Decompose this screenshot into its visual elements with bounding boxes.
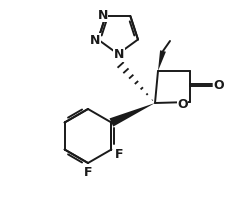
- Text: F: F: [84, 165, 92, 179]
- Text: N: N: [98, 9, 108, 22]
- Text: N: N: [114, 48, 124, 61]
- Polygon shape: [158, 50, 166, 71]
- Polygon shape: [110, 103, 155, 127]
- Text: O: O: [214, 79, 224, 92]
- Text: F: F: [115, 148, 124, 160]
- Text: N: N: [90, 34, 100, 47]
- Text: O: O: [177, 98, 188, 111]
